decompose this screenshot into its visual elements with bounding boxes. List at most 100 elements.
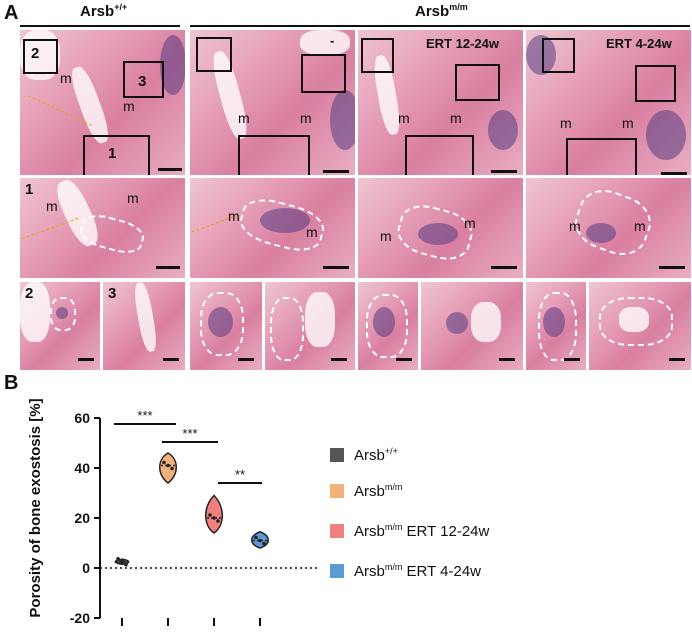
data-point	[258, 538, 262, 543]
data-point	[254, 535, 258, 540]
box-number-3: 3	[138, 73, 147, 90]
panel-b-letter: B	[4, 372, 19, 394]
scale-bar	[331, 358, 347, 361]
group-label-mutant: Arsbm/m	[415, 2, 468, 20]
inset-box-2	[23, 39, 58, 74]
micrograph-inset-2-wildtype: 2	[20, 282, 100, 370]
muscle-label: m	[450, 110, 462, 126]
inset-number-3: 3	[108, 285, 117, 302]
muscle-label: m	[46, 198, 58, 214]
inset-box-1	[405, 135, 474, 175]
scale-bar	[669, 358, 685, 361]
muscle-label: m	[622, 115, 634, 131]
y-tick-label: 0	[82, 560, 90, 576]
muscle-label: m	[123, 98, 135, 114]
scale-bar	[238, 358, 254, 361]
y-tick-label: 20	[74, 510, 90, 526]
legend-label: Arsbm/m ERT 4-24w	[354, 562, 481, 580]
muscle-label: m	[300, 110, 312, 126]
x-axis	[100, 567, 318, 626]
y-tick-label: -20	[70, 610, 90, 626]
muscle-label: m	[380, 228, 392, 244]
micrograph-inset-3-mutant	[265, 282, 355, 370]
violin-1	[159, 452, 177, 484]
group-underline-mutant	[190, 25, 690, 27]
inset-box-3	[455, 64, 500, 101]
data-point	[120, 559, 124, 564]
micrograph-overview-ert-4-24w: ERT 4-24w m m	[526, 30, 691, 175]
micrograph-inset-1-ert-12-24w: m m	[358, 178, 523, 278]
scale-bar	[499, 358, 515, 361]
significance-label: **	[235, 467, 245, 482]
legend-swatch	[330, 564, 344, 578]
treatment-label-ert-4-24w: ERT 4-24w	[606, 36, 672, 51]
inset-box-1	[238, 135, 310, 175]
treatment-label-untreated: -	[330, 33, 335, 48]
group-underline-wildtype	[20, 25, 180, 27]
legend-label: Arsbm/m ERT 12-24w	[354, 522, 490, 540]
significance-label: ***	[182, 426, 197, 441]
scale-bar	[163, 358, 179, 361]
data-point	[208, 513, 212, 517]
muscle-label: m	[60, 70, 72, 86]
data-point	[166, 463, 170, 468]
inset-box-3	[635, 65, 676, 102]
muscle-label: m	[238, 110, 250, 126]
scale-bar	[323, 170, 349, 173]
violin-2	[205, 494, 223, 534]
micrograph-inset-1-wildtype: 1 m m	[20, 178, 185, 278]
micrograph-inset-3-ert-12-24w	[421, 282, 523, 370]
micrograph-inset-3-wildtype: 3	[103, 282, 185, 370]
inset-box-2	[361, 38, 394, 73]
data-point	[124, 562, 128, 567]
inset-box-2	[196, 37, 232, 72]
data-point	[116, 556, 120, 561]
data-point	[212, 516, 216, 520]
legend-swatch	[330, 484, 344, 498]
inset-box-1	[566, 138, 637, 175]
micrograph-inset-3-ert-4-24w	[589, 282, 691, 370]
micrograph-overview-ert-12-24w: ERT 12-24w m m	[358, 30, 523, 175]
muscle-label: m	[127, 190, 139, 206]
scale-bar	[396, 358, 412, 361]
scale-bar	[323, 266, 349, 269]
inset-box-3	[301, 54, 346, 93]
significance-label: ***	[137, 408, 152, 423]
micrograph-overview-wildtype: 2 3 1 m m	[20, 30, 185, 175]
scale-bar	[659, 266, 685, 269]
micrograph-inset-2-ert-12-24w	[358, 282, 418, 370]
data-point	[216, 519, 220, 523]
micrograph-inset-1-mutant: m m	[190, 178, 355, 278]
muscle-label: m	[464, 215, 476, 231]
scale-bar	[564, 358, 580, 361]
y-axis-label: Porosity of bone exostosis [%]	[27, 398, 44, 617]
legend-item-ert-4-24w: Arsbm/m ERT 4-24w	[330, 560, 481, 582]
significance-markers: ********	[114, 408, 262, 484]
panel-a-letter: A	[4, 2, 19, 24]
muscle-label: m	[228, 208, 240, 224]
muscle-label: m	[634, 218, 646, 234]
inset-box-2	[542, 38, 575, 73]
y-tick-label: 60	[74, 410, 90, 426]
scale-bar	[491, 266, 517, 269]
micrograph-inset-1-ert-4-24w: m m	[526, 178, 691, 278]
micrograph-overview-mutant: - m m	[190, 30, 355, 175]
data-point	[170, 466, 174, 471]
scale-bar	[491, 170, 517, 173]
treatment-label-ert-12-24w: ERT 12-24w	[426, 36, 499, 51]
muscle-label: m	[306, 224, 318, 240]
legend-swatch	[330, 524, 344, 538]
inset-number-1: 1	[25, 181, 34, 198]
violins	[114, 452, 269, 567]
legend-swatch	[330, 448, 344, 462]
micrograph-inset-2-mutant	[190, 282, 262, 370]
legend-item-mutant: Arsbm/m	[330, 480, 402, 502]
micrograph-inset-2-ert-4-24w	[526, 282, 586, 370]
scale-bar	[156, 266, 180, 269]
inset-box-3	[123, 61, 164, 98]
legend-item-wildtype: Arsb+/+	[330, 444, 398, 466]
y-tick-label: 40	[74, 460, 90, 476]
y-axis: 60 40 20 0 -20	[70, 410, 101, 626]
violin-chart: Porosity of bone exostosis [%] 60 40 20 0 -2…	[27, 398, 318, 626]
data-point	[162, 460, 166, 465]
